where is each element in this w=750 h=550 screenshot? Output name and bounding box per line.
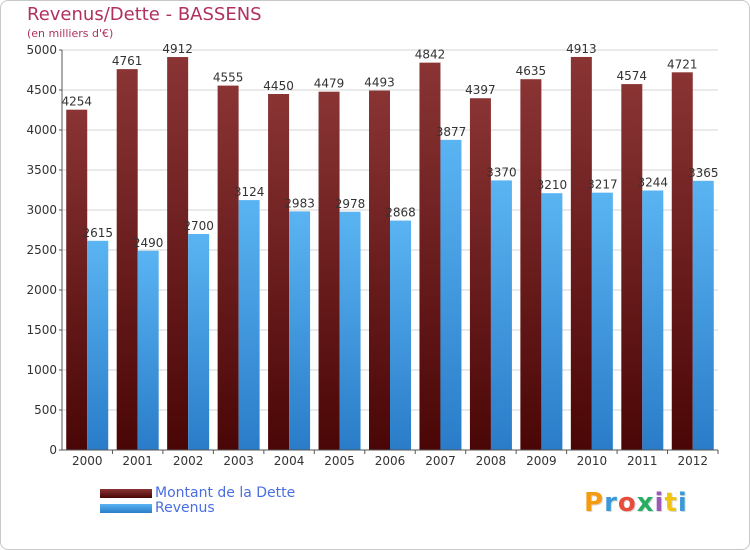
bar-dette — [520, 79, 542, 450]
data-label-revenus: 2868 — [385, 206, 416, 220]
data-label-dette: 4479 — [314, 77, 345, 91]
bar-revenus — [137, 250, 159, 450]
bar-revenus — [642, 190, 664, 451]
proxiti-logo: Proxiti — [584, 488, 688, 518]
y-tick-label: 4000 — [26, 123, 57, 137]
data-label-dette: 4842 — [415, 48, 446, 62]
data-label-revenus: 3210 — [537, 178, 568, 192]
bars-layer — [66, 56, 714, 451]
bar-dette — [570, 56, 592, 451]
bar-revenus — [339, 211, 361, 450]
x-tick-label: 2004 — [274, 454, 305, 468]
legend-label-revenus: Revenus — [155, 500, 215, 516]
x-tick-label: 2001 — [122, 454, 153, 468]
bar-dette — [268, 94, 290, 450]
bar-dette — [167, 57, 189, 450]
bar-dette — [369, 90, 390, 450]
bar-revenus — [490, 180, 512, 450]
data-label-dette: 4721 — [667, 57, 698, 71]
y-tick-label: 4500 — [26, 83, 57, 97]
bar-dette — [66, 109, 88, 451]
data-label-dette: 4635 — [516, 64, 547, 78]
logo-letter: i — [677, 488, 688, 518]
bar-revenus — [541, 193, 563, 450]
y-tick-label: 1500 — [26, 323, 57, 337]
logo-letter: i — [654, 488, 665, 518]
bar-revenus — [188, 234, 210, 450]
x-tick-label: 2012 — [677, 454, 708, 468]
axis-layer: 0 500 1000 1500 2000 2500 3000 3500 4000 4500 5000… — [26, 43, 719, 468]
data-label-revenus: 3365 — [688, 166, 719, 180]
data-label-dette: 4254 — [61, 95, 92, 109]
data-label-dette: 4555 — [213, 71, 244, 85]
logo-letter: x — [636, 488, 655, 518]
x-tick-label: 2010 — [577, 454, 608, 468]
logo-letter: t — [664, 488, 678, 518]
data-label-dette: 4574 — [617, 69, 648, 83]
data-label-revenus: 3217 — [587, 178, 618, 192]
bar-revenus — [591, 192, 613, 450]
bar-revenus — [692, 180, 714, 451]
bar-dette — [419, 62, 441, 450]
x-tick-label: 2005 — [324, 454, 355, 468]
data-label-revenus: 3370 — [486, 165, 517, 179]
data-label-dette: 4913 — [566, 42, 597, 56]
data-label-revenus: 3877 — [436, 125, 467, 139]
data-label-dette: 4912 — [162, 42, 193, 56]
data-label-dette: 4397 — [465, 83, 496, 97]
logo-letter: o — [617, 488, 637, 518]
y-tick-label: 3000 — [26, 203, 57, 217]
chart-subtitle: (en milliers d'€) — [27, 27, 114, 40]
x-tick-label: 2007 — [425, 454, 456, 468]
x-tick-label: 2011 — [627, 454, 658, 468]
data-label-revenus: 2700 — [183, 219, 214, 233]
y-tick-label: 5000 — [26, 43, 57, 57]
y-tick-label: 1000 — [26, 363, 57, 377]
legend-swatch-revenus — [100, 504, 152, 513]
data-label-revenus: 3244 — [638, 175, 669, 189]
y-tick-label: 500 — [34, 403, 57, 417]
bar-dette — [469, 98, 491, 451]
bar-revenus — [440, 139, 462, 450]
data-label-dette: 4450 — [263, 79, 294, 93]
bar-dette — [671, 72, 693, 450]
bar-revenus — [390, 220, 411, 450]
data-label-revenus: 2983 — [284, 196, 315, 210]
y-tick-label: 2000 — [26, 283, 57, 297]
bar-dette — [217, 85, 239, 450]
y-tick-label: 2500 — [26, 243, 57, 257]
bar-revenus — [289, 211, 311, 450]
bar-revenus — [87, 240, 109, 450]
bar-dette — [621, 84, 643, 450]
data-label-dette: 4761 — [112, 54, 143, 68]
x-tick-label: 2003 — [223, 454, 254, 468]
logo-letter: P — [584, 488, 605, 518]
data-label-revenus: 2490 — [133, 236, 164, 250]
x-tick-label: 2009 — [526, 454, 557, 468]
x-tick-label: 2002 — [173, 454, 204, 468]
data-label-revenus: 2978 — [335, 197, 366, 211]
bar-dette — [116, 69, 138, 451]
bar-revenus — [238, 200, 260, 450]
y-tick-label: 3500 — [26, 163, 57, 177]
labels-layer: 4254 2615 4761 2490 4912 2700 4555 3124 4450 2983… — [61, 42, 718, 250]
legend-label-dette: Montant de la Dette — [155, 485, 296, 501]
data-label-revenus: 3124 — [234, 185, 265, 199]
data-label-revenus: 2615 — [82, 226, 113, 240]
logo-letter: r — [604, 488, 618, 518]
y-tick-label: 0 — [49, 443, 57, 457]
x-tick-label: 2006 — [375, 454, 406, 468]
x-tick-label: 2000 — [72, 454, 103, 468]
data-label-dette: 4493 — [364, 76, 395, 90]
chart-title: Revenus/Dette - BASSENS — [27, 4, 262, 25]
legend-swatch-dette — [100, 489, 152, 498]
bar-dette — [318, 91, 340, 451]
x-tick-label: 2008 — [476, 454, 507, 468]
